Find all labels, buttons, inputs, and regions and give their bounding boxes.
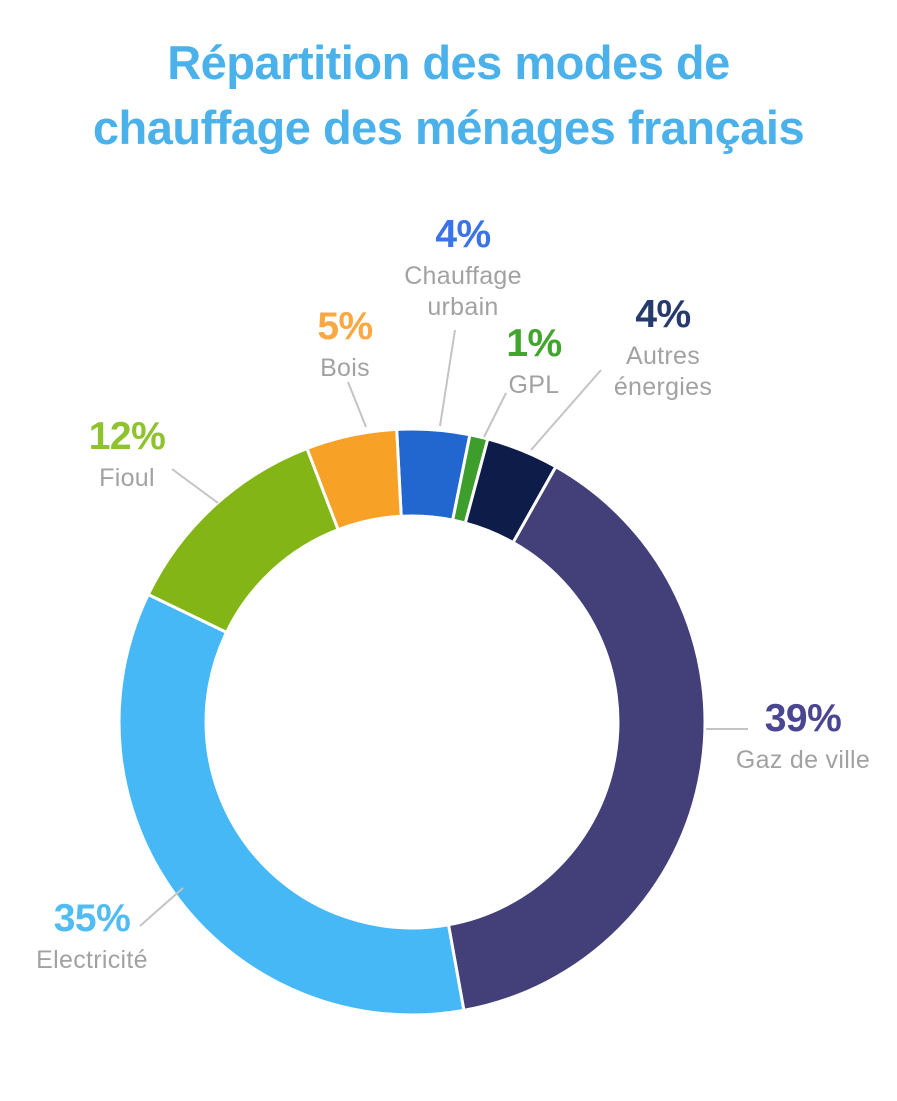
leader-line-chauffage-urbain xyxy=(439,329,456,427)
pct-label-gpl: 1% xyxy=(506,322,562,365)
callout-gaz-de-ville: 39% Gaz de ville xyxy=(736,699,870,776)
donut-slice-electricite xyxy=(117,592,466,1017)
leader-line-electricite xyxy=(139,887,184,927)
donut-slice-gaz-de-ville xyxy=(446,464,707,1013)
donut-slice-bois xyxy=(305,427,403,532)
pct-label-gaz-de-ville: 39% xyxy=(764,697,842,740)
chart-title-line-2: chauffage des ménages français xyxy=(92,101,805,154)
chart-title: Répartition des modes de chauffage des m… xyxy=(0,30,897,160)
name-label-gpl: GPL xyxy=(508,371,560,399)
leader-line-bois xyxy=(347,381,367,428)
callout-fioul: 12% Fioul xyxy=(89,417,166,494)
donut-slice-fioul xyxy=(146,446,341,635)
callout-gpl: 1% GPL xyxy=(506,322,562,401)
leader-line-fioul xyxy=(171,468,219,504)
pct-label-fioul: 12% xyxy=(88,415,166,458)
callout-electricite: 35% Electricité xyxy=(36,899,148,976)
callout-autres-energies: 4% Autres énergies xyxy=(601,295,725,403)
name-label-fioul: Fioul xyxy=(99,464,155,492)
pct-label-chauffage-urbain: 4% xyxy=(435,213,491,256)
callout-bois: 5% Bois xyxy=(317,305,373,384)
leader-line-gpl xyxy=(483,392,507,438)
name-label-electricite: Electricité xyxy=(36,946,148,974)
name-label-chauffage-urbain: Chauffage urbain xyxy=(404,262,522,321)
name-label-autres-energies: Autres énergies xyxy=(613,342,713,401)
pct-label-autres-energies: 4% xyxy=(635,293,691,336)
name-label-bois: Bois xyxy=(320,354,370,382)
chart-title-line-1: Répartition des modes de xyxy=(167,36,730,89)
leader-line-autres-energies xyxy=(530,369,602,451)
pct-label-bois: 5% xyxy=(317,305,373,348)
pct-label-electricite: 35% xyxy=(53,897,131,940)
name-label-gaz-de-ville: Gaz de ville xyxy=(735,746,871,774)
callout-chauffage-urbain: 4% Chauffage urbain xyxy=(388,215,538,323)
